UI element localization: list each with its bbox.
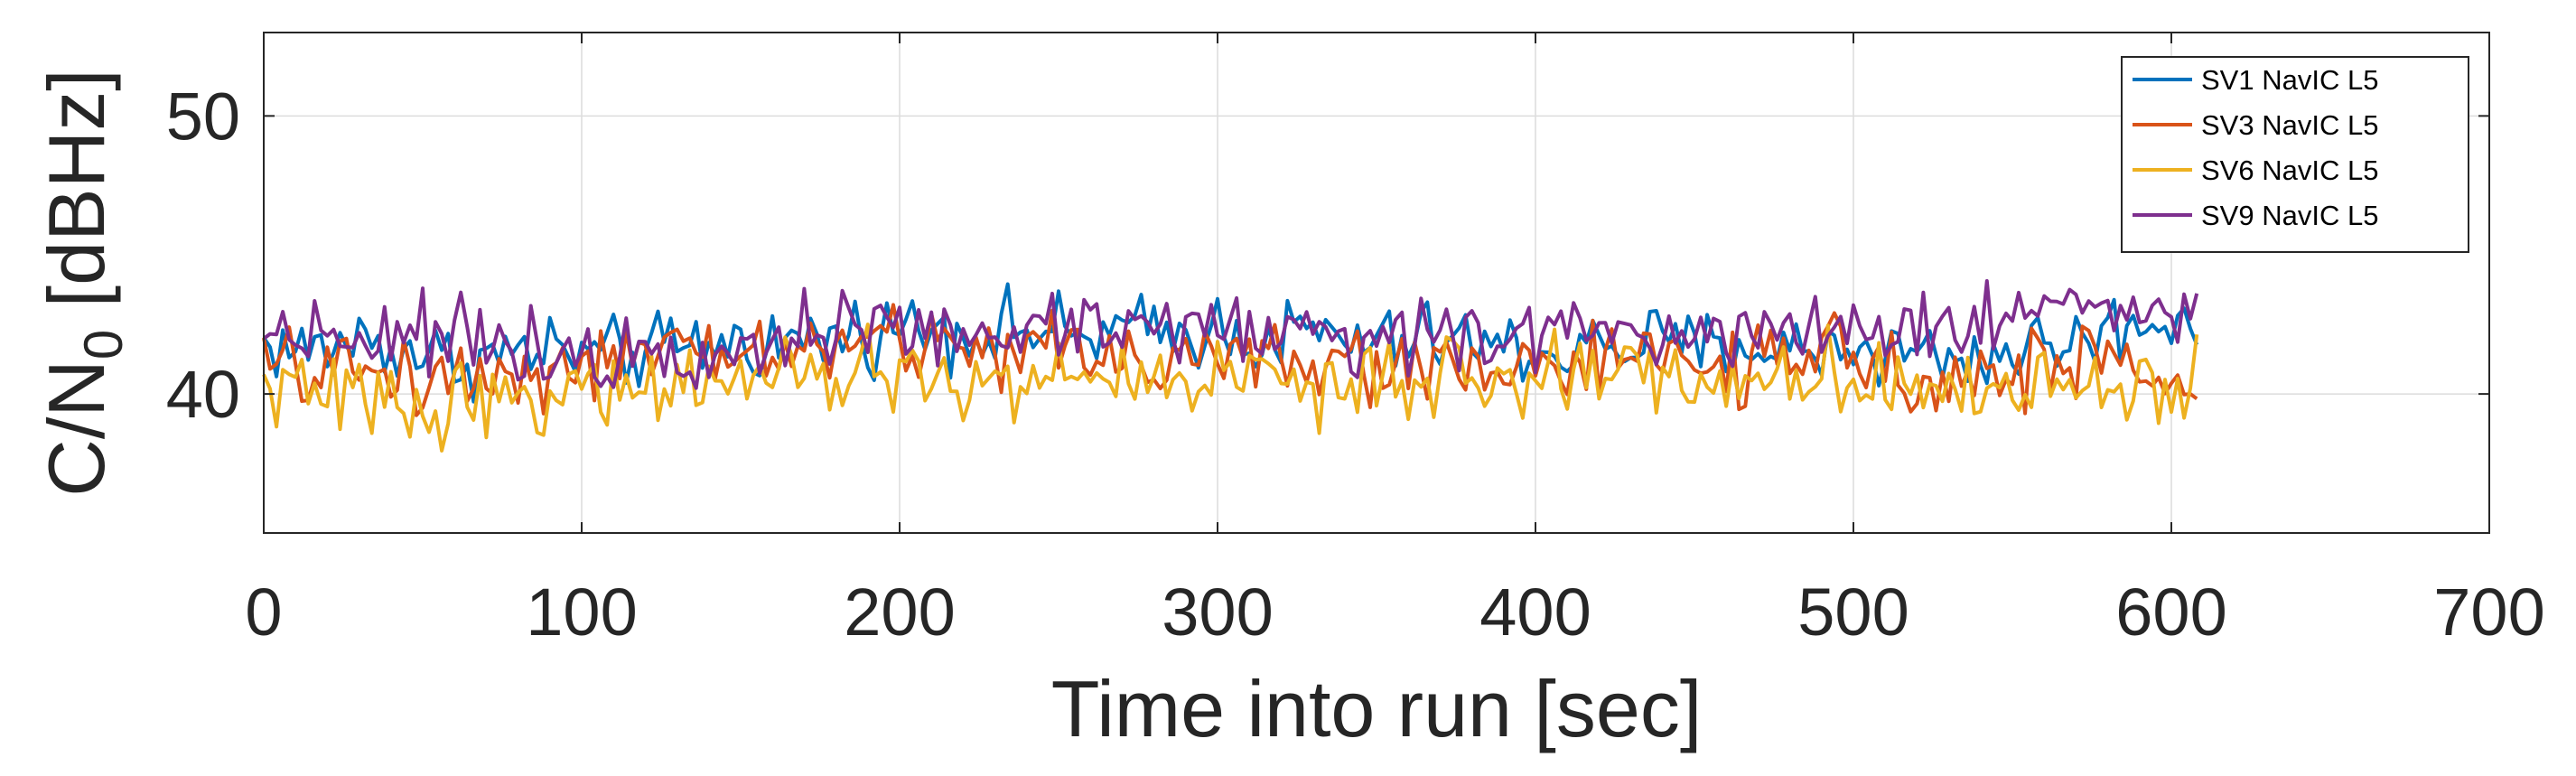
x-axis-label: Time into run [sec] (1051, 664, 1703, 753)
x-tick-label: 400 (1479, 575, 1591, 650)
x-tick-label: 200 (844, 575, 955, 650)
x-tick-label: 100 (526, 575, 637, 650)
y-ticks: 40 50 (166, 79, 2489, 432)
y-axis-label-unit: [dBHz] (32, 69, 121, 330)
series-line-sv9-navic-l5 (262, 279, 2199, 390)
legend-entry-label: SV1 NavIC L5 (2201, 64, 2378, 96)
legend-entry-label: SV6 NavIC L5 (2201, 154, 2378, 186)
legend-entry-label: SV3 NavIC L5 (2201, 109, 2378, 141)
y-axis-label: C/N0 [dBHz] (32, 69, 134, 496)
y-tick-label: 40 (166, 357, 240, 432)
series-layer (262, 279, 2199, 453)
legend-box (2121, 56, 2469, 253)
x-tick-label: 700 (2433, 575, 2544, 650)
plot-frame (263, 32, 2490, 534)
x-tick-label: 300 (1162, 575, 1273, 650)
x-tick-label: 500 (1797, 575, 1909, 650)
legend: SV1 NavIC L5 SV3 NavIC L5 SV6 NavIC L5 SV9 … (2121, 56, 2469, 253)
y-axis-label-sub: 0 (73, 330, 134, 360)
series-line-sv6-navic-l5 (262, 323, 2199, 453)
x-tick-label: 0 (245, 575, 282, 650)
y-axis-label-main: C/N (32, 360, 121, 497)
y-tick-label: 50 (166, 79, 240, 154)
x-tick-label: 600 (2115, 575, 2226, 650)
legend-entry-label: SV9 NavIC L5 (2201, 200, 2378, 231)
x-ticks: 0 100 200 300 400 500 600 700 (245, 33, 2545, 650)
series-line-sv3-navic-l5 (262, 303, 2198, 417)
